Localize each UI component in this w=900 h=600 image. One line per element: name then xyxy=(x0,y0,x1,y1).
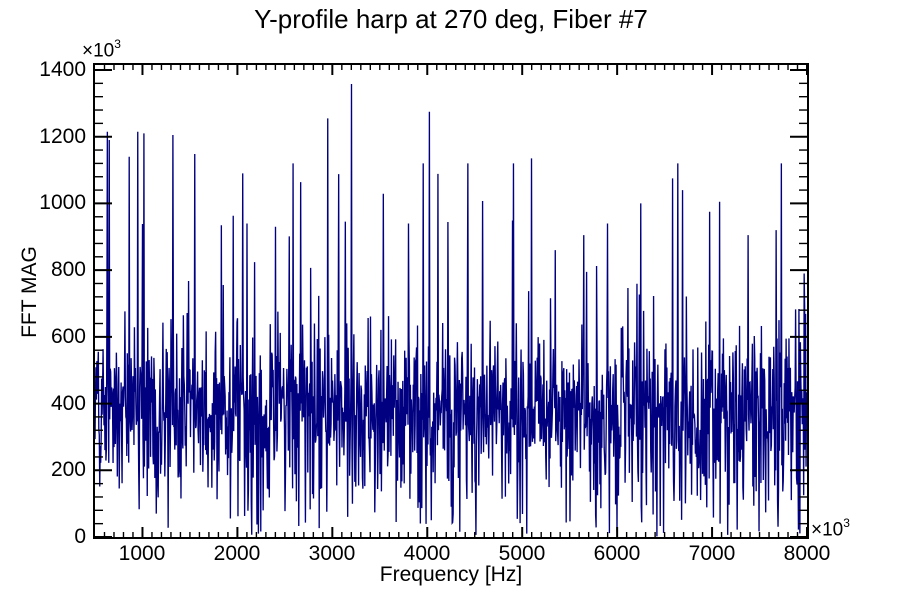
y-tick-label: 0 xyxy=(74,525,86,548)
chart-title: Y-profile harp at 270 deg, Fiber #7 xyxy=(254,4,648,34)
x-axis-multiplier: ×103 xyxy=(811,516,850,541)
x-axis-title: Frequency [Hz] xyxy=(379,563,523,586)
x-tick-label: 4000 xyxy=(403,542,451,565)
x-tick-label: 6000 xyxy=(593,542,641,565)
frame-border xyxy=(93,63,809,539)
y-tick-label: 800 xyxy=(50,258,86,281)
y-axis-multiplier-base: ×10 xyxy=(82,40,115,62)
y-axis-multiplier-exponent: 3 xyxy=(114,37,121,51)
plot-frame xyxy=(93,63,809,539)
x-tick-label: 5000 xyxy=(498,542,546,565)
y-tick-label: 1200 xyxy=(39,125,86,148)
x-tick-label: 2000 xyxy=(213,542,261,565)
y-tick-label: 1400 xyxy=(39,58,86,81)
x-axis-multiplier-exponent: 3 xyxy=(843,516,850,530)
x-axis-multiplier-base: ×10 xyxy=(811,519,844,541)
y-tick-label: 200 xyxy=(50,458,86,481)
x-tick-label: 3000 xyxy=(308,542,356,565)
y-tick-label: 600 xyxy=(50,325,86,348)
fft-magnitude-spectrum xyxy=(93,63,809,539)
y-tick-label: 400 xyxy=(50,392,86,415)
y-tick-label: 1000 xyxy=(39,191,86,214)
x-tick-label: 8000 xyxy=(783,542,831,565)
y-axis-multiplier: ×103 xyxy=(82,37,121,62)
x-tick-label: 7000 xyxy=(688,542,736,565)
x-tick-label: 1000 xyxy=(118,542,166,565)
spectrum-line xyxy=(94,84,808,537)
